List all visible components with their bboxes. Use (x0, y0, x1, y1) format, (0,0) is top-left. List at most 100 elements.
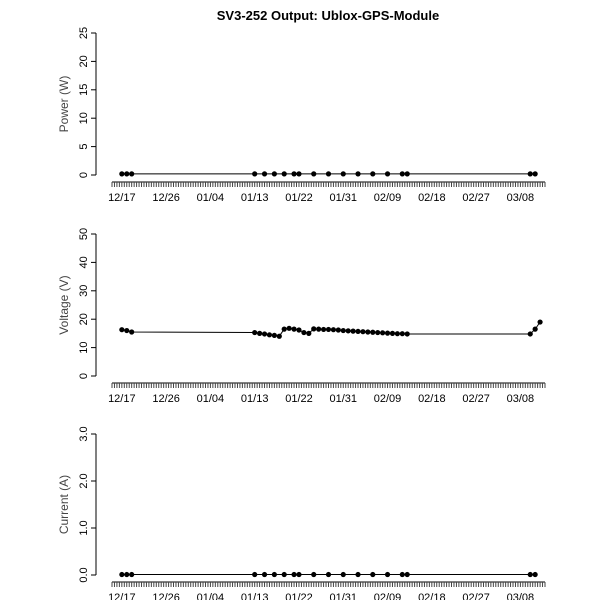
x-tick-label: 01/31 (329, 393, 357, 405)
x-tick-label: 01/04 (197, 192, 225, 204)
x-tick-label: 02/09 (374, 192, 402, 204)
data-point (257, 330, 263, 336)
data-point (261, 571, 268, 578)
data-point (399, 331, 405, 337)
x-tick-label: 12/26 (152, 192, 180, 204)
data-point (325, 171, 332, 177)
x-tick-label: 01/22 (285, 393, 313, 405)
y-tick-label: 2.0 (78, 473, 90, 488)
x-tick-label: 01/13 (241, 592, 269, 600)
data-point (532, 571, 538, 578)
data-point (389, 330, 396, 336)
data-point (340, 171, 346, 177)
x-tick-label: 02/27 (462, 192, 490, 204)
data-point (360, 329, 366, 335)
chart-panels: 0 5 10 15 20 25 Power (W) 12/17 12/26 01/04 01/13 0… (57, 27, 546, 600)
data-point (252, 571, 258, 578)
data-point (296, 327, 302, 333)
data-point (316, 326, 322, 332)
chart-title: SV3-252 Output: Ublox-GPS-Module (217, 8, 439, 23)
y-axis-label: Current (A) (57, 475, 71, 534)
data-point (252, 329, 258, 336)
data-point (350, 328, 356, 334)
data-point (291, 326, 297, 332)
data-point (404, 171, 410, 177)
data-point (271, 332, 277, 338)
x-minor-ticks (111, 582, 546, 587)
data-point (394, 331, 400, 337)
x-tick-label: 01/04 (197, 592, 225, 600)
data-point (384, 330, 391, 336)
y-tick-label: 25 (78, 27, 90, 39)
chart-panel-3: 0.0 1.0 2.0 3.0 Current (A) 12/17 12/26 01/04 01… (57, 426, 546, 600)
data-point (537, 319, 543, 325)
y-tick-label: 0.0 (78, 567, 90, 582)
x-tick-label: 02/09 (374, 393, 402, 405)
data-point (370, 171, 376, 177)
x-tick-label: 02/18 (418, 592, 446, 600)
x-tick-label: 03/08 (507, 393, 535, 405)
data-point (291, 171, 297, 177)
data-point (355, 571, 361, 578)
data-point (330, 327, 337, 333)
y-tick-label: 15 (78, 84, 90, 96)
data-point (340, 571, 346, 578)
data-point (296, 171, 302, 177)
data-point (124, 171, 130, 177)
data-point (340, 327, 346, 334)
data-point (380, 330, 386, 336)
x-tick-label: 12/26 (152, 393, 180, 405)
data-point (370, 329, 376, 335)
x-tick-label: 01/22 (285, 592, 313, 600)
data-point (129, 171, 135, 177)
data-point (124, 327, 130, 334)
data-point (345, 328, 351, 334)
data-point (355, 171, 361, 177)
data-point (404, 331, 410, 337)
data-point (281, 171, 287, 177)
data-point (370, 571, 376, 578)
data-point (281, 326, 287, 332)
data-point (276, 333, 282, 339)
x-tick-label: 12/17 (108, 393, 136, 405)
x-tick-label: 12/17 (108, 192, 136, 204)
y-axis-label: Power (W) (57, 76, 71, 133)
data-point (281, 571, 287, 578)
data-point (266, 332, 273, 338)
x-tick-label: 01/31 (329, 592, 357, 600)
y-tick-label: 0 (78, 373, 90, 379)
y-tick-label: 5 (78, 144, 90, 150)
data-point (261, 331, 268, 337)
data-point (527, 171, 533, 177)
data-point (271, 571, 277, 578)
x-tick-label: 01/31 (329, 192, 357, 204)
data-point (325, 571, 332, 578)
data-point (271, 171, 277, 177)
data-point (261, 171, 268, 177)
data-point (320, 326, 327, 333)
x-minor-ticks (111, 182, 546, 187)
y-tick-label: 0 (78, 172, 90, 178)
data-point (355, 328, 361, 335)
x-tick-label: 12/26 (152, 592, 180, 600)
y-tick-label: 10 (78, 112, 90, 124)
x-tick-label: 01/13 (241, 393, 269, 405)
y-tick-label: 1.0 (78, 520, 90, 535)
data-point (532, 171, 538, 177)
x-tick-label: 03/08 (507, 592, 535, 600)
data-point (399, 171, 405, 177)
data-point (119, 171, 125, 177)
data-point (129, 329, 135, 335)
data-point (301, 329, 307, 336)
data-point (311, 326, 317, 332)
x-tick-label: 02/27 (462, 393, 490, 405)
data-point (119, 571, 125, 578)
y-tick-label: 30 (78, 285, 90, 297)
data-point (375, 329, 381, 336)
data-point (325, 326, 332, 333)
data-point (291, 571, 297, 578)
y-tick-label: 20 (78, 55, 90, 67)
chart-panel-1: 0 5 10 15 20 25 Power (W) 12/17 12/26 01/04 01/13 0… (57, 27, 546, 204)
